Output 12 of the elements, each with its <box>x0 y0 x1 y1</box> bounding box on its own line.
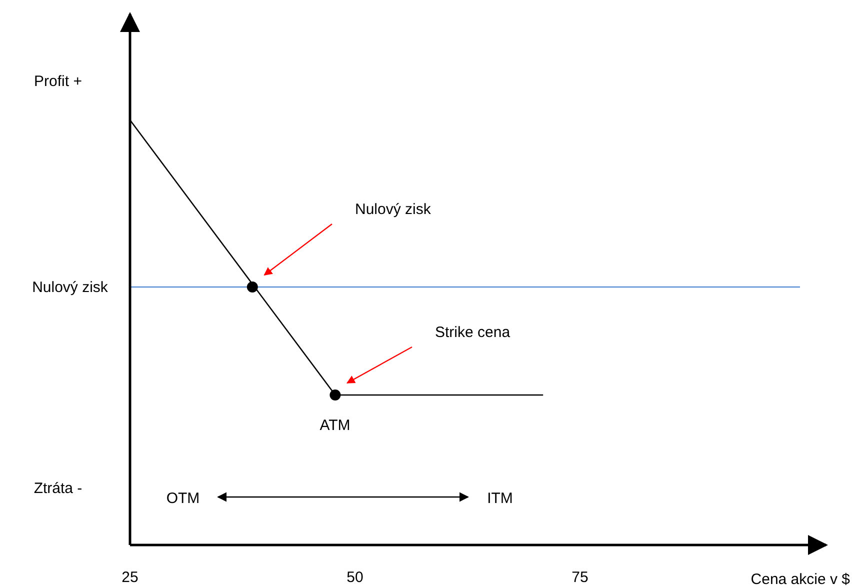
annotation: ATM <box>320 417 350 434</box>
x-tick-label: 75 <box>572 569 588 586</box>
annotation: Nulový zisk <box>355 201 432 218</box>
annotation: Strike cena <box>435 324 511 341</box>
annotation: OTM <box>166 490 200 507</box>
annotation: ITM <box>487 490 513 507</box>
ref-line-label: Nulový zisk <box>32 279 108 296</box>
x-axis-title: Cena akcie v $ <box>750 571 851 588</box>
x-tick-label: 25 <box>122 569 138 586</box>
text: Profit + <box>34 73 82 90</box>
x-tick-label: 50 <box>346 569 364 586</box>
text: Ztráta - <box>34 480 82 497</box>
